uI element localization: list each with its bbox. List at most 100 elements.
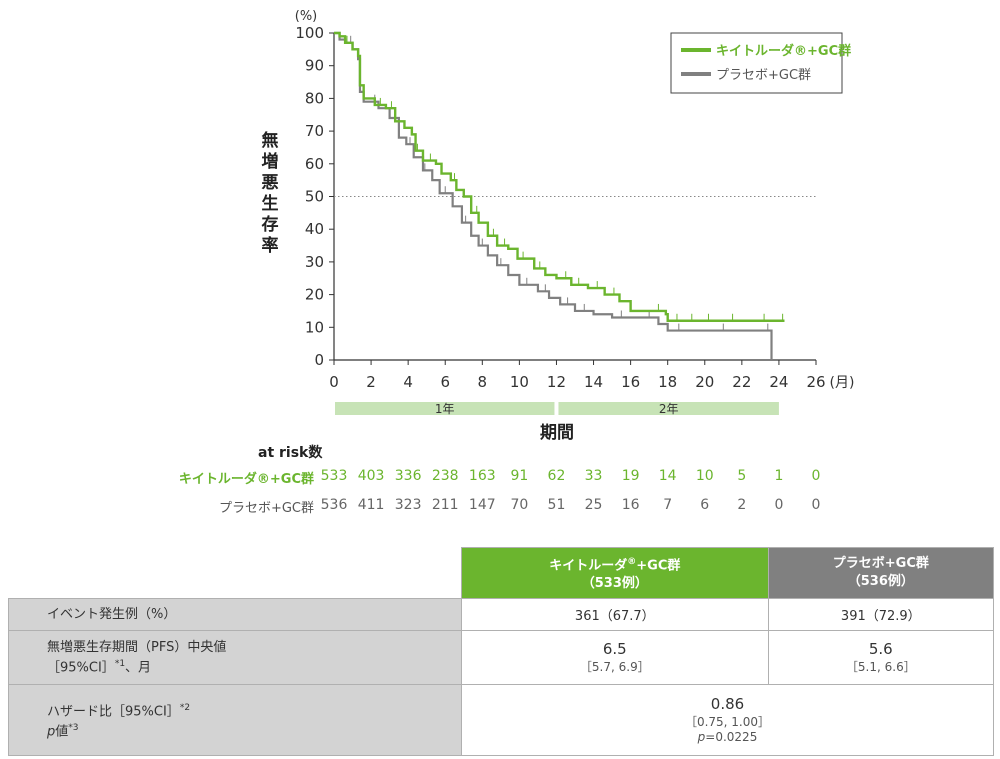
- table-header-row: キイトルーダ®+GC群 （533例） プラセボ+GC群 （536例）: [8, 547, 995, 599]
- y-axis-title-char: 無: [262, 130, 279, 151]
- curve-keytruda: [334, 31, 785, 322]
- at-risk-value: 163: [468, 468, 496, 484]
- x-tick-label: 18: [658, 373, 677, 391]
- y-axis-title-char: 増: [262, 151, 279, 172]
- y-tick-label: 100: [295, 24, 324, 42]
- legend-label-placebo: プラセボ+GC群: [716, 68, 811, 83]
- results-table: キイトルーダ®+GC群 （533例） プラセボ+GC群 （536例） イベント発…: [8, 547, 995, 756]
- x-ticks: 0 2 4 6 8 10 12 14 16 18 20 22 24 26: [329, 360, 826, 391]
- at-risk-value: 2: [737, 497, 747, 513]
- events-placebo: 391（72.9）: [767, 598, 995, 631]
- table-row-hazard: ハザード比［95%CI］*2 p値*3 0.86 ［0.75, 1.00］ p=…: [8, 684, 994, 756]
- x-unit: (月): [830, 375, 855, 391]
- hazard-ratio: 0.86: [710, 695, 745, 713]
- pfs-label: 無増悪生存期間（PFS）中央値 ［95%CI］*1、月: [8, 630, 462, 685]
- x-tick-label: 0: [329, 373, 339, 391]
- hazard-label: ハザード比［95%CI］*2 p値*3: [8, 684, 462, 756]
- period-bar: [335, 402, 555, 415]
- p-label-text: 値: [55, 724, 69, 740]
- legend: キイトルーダ®+GC群 プラセボ+GC群: [670, 32, 851, 94]
- y-axis: (%) 0 10 20 30 40 50 60 70 80 90 100: [295, 9, 335, 369]
- at-risk-value: 6: [700, 497, 710, 513]
- survival-curves: [334, 31, 785, 360]
- period-bars: 1年 2年: [335, 402, 779, 416]
- at-risk-value: 336: [394, 468, 422, 484]
- y-tick-label: 0: [314, 351, 324, 369]
- events-label: イベント発生例（%）: [8, 598, 462, 631]
- x-axis: 0 2 4 6 8 10 12 14 16 18 20 22 24 26 (月): [329, 359, 855, 391]
- x-tick-label: 24: [769, 373, 788, 391]
- y-tick-label: 90: [305, 57, 324, 75]
- y-axis-title-char: 存: [262, 214, 279, 235]
- x-tick-label: 10: [510, 373, 529, 391]
- x-tick-label: 8: [478, 373, 488, 391]
- at-risk-value: 14: [658, 468, 677, 484]
- at-risk-value: 0: [811, 497, 821, 513]
- y-tick-label: 20: [305, 286, 324, 304]
- at-risk-title: at risk数: [258, 445, 323, 461]
- pfs-placebo: 5.6 ［5.1, 6.6］: [767, 630, 995, 685]
- at-risk-value: 33: [584, 468, 603, 484]
- events-keytruda: 361（67.7）: [461, 598, 769, 631]
- y-axis-title-char: 率: [262, 235, 279, 256]
- p-label-note: *3: [68, 723, 79, 733]
- table-row-events: イベント発生例（%） 361（67.7） 391（72.9）: [8, 598, 995, 631]
- hazard-label-line1: ハザード比［95%CI］: [47, 704, 180, 719]
- header-keytruda-suffix: +GC群: [636, 558, 681, 574]
- header-keytruda-reg: ®: [627, 556, 637, 567]
- y-tick-label: 10: [305, 318, 324, 336]
- x-tick-label: 16: [621, 373, 640, 391]
- at-risk-value: 147: [468, 497, 496, 513]
- x-axis-title: 期間: [540, 423, 574, 443]
- x-tick-label: 12: [547, 373, 566, 391]
- period-label: 2年: [659, 402, 679, 416]
- at-risk-value: 10: [695, 468, 714, 484]
- at-risk-label-placebo: プラセボ+GC群: [218, 501, 314, 516]
- header-placebo-n: （536例）: [847, 574, 914, 589]
- p-italic: p: [697, 730, 706, 744]
- y-tick-label: 30: [305, 253, 324, 271]
- period-label: 1年: [435, 402, 455, 416]
- legend-label-keytruda: キイトルーダ®+GC群: [716, 43, 851, 59]
- p-label-italic: p: [47, 724, 56, 740]
- at-risk-value: 51: [547, 497, 566, 513]
- x-tick-label: 26: [806, 373, 825, 391]
- hazard-ci: ［0.75, 1.00］: [684, 715, 771, 729]
- y-ticks: 0 10 20 30 40 50 60 70 80 90 100: [295, 24, 334, 369]
- at-risk-value: 533: [320, 468, 348, 484]
- x-tick-label: 4: [403, 373, 413, 391]
- at-risk-value: 0: [811, 468, 821, 484]
- y-tick-label: 50: [305, 188, 324, 206]
- at-risk-value: 323: [394, 497, 422, 513]
- table-corner: [8, 547, 462, 599]
- at-risk-value: 5: [737, 468, 747, 484]
- pfs-label-line1: 無増悪生存期間（PFS）中央値: [47, 639, 227, 655]
- header-keytruda: キイトルーダ®+GC群 （533例）: [461, 547, 769, 599]
- at-risk-value: 1: [774, 468, 784, 484]
- y-tick-label: 70: [305, 122, 324, 140]
- hazard-label-note: *2: [179, 702, 191, 713]
- at-risk-value: 0: [774, 497, 784, 513]
- y-tick-label: 40: [305, 220, 324, 238]
- p-number: =0.0225: [705, 730, 758, 744]
- pfs-keytruda: 6.5 ［5.7, 6.9］: [461, 630, 769, 685]
- at-risk-value: 7: [663, 497, 673, 513]
- header-placebo: プラセボ+GC群 （536例）: [767, 547, 995, 599]
- pfs-keytruda-median: 6.5: [602, 640, 627, 658]
- y-unit: (%): [295, 9, 318, 24]
- at-risk-value: 62: [547, 468, 566, 484]
- header-keytruda-n: （533例）: [581, 576, 648, 592]
- at-risk-value: 403: [357, 468, 385, 484]
- y-tick-label: 80: [305, 89, 324, 107]
- header-keytruda-name: キイトルーダ: [549, 558, 628, 574]
- pfs-label-note: *1: [114, 658, 126, 669]
- hazard-value: 0.86 ［0.75, 1.00］ p=0.0225: [461, 684, 994, 756]
- x-tick-label: 2: [366, 373, 376, 391]
- legend-box: [670, 32, 843, 94]
- at-risk-value: 91: [510, 468, 529, 484]
- y-axis-title: 無増悪生存率: [262, 130, 279, 256]
- at-risk-value: 19: [621, 468, 640, 484]
- pfs-keytruda-ci: ［5.7, 6.9］: [579, 660, 650, 674]
- x-tick-label: 14: [584, 373, 603, 391]
